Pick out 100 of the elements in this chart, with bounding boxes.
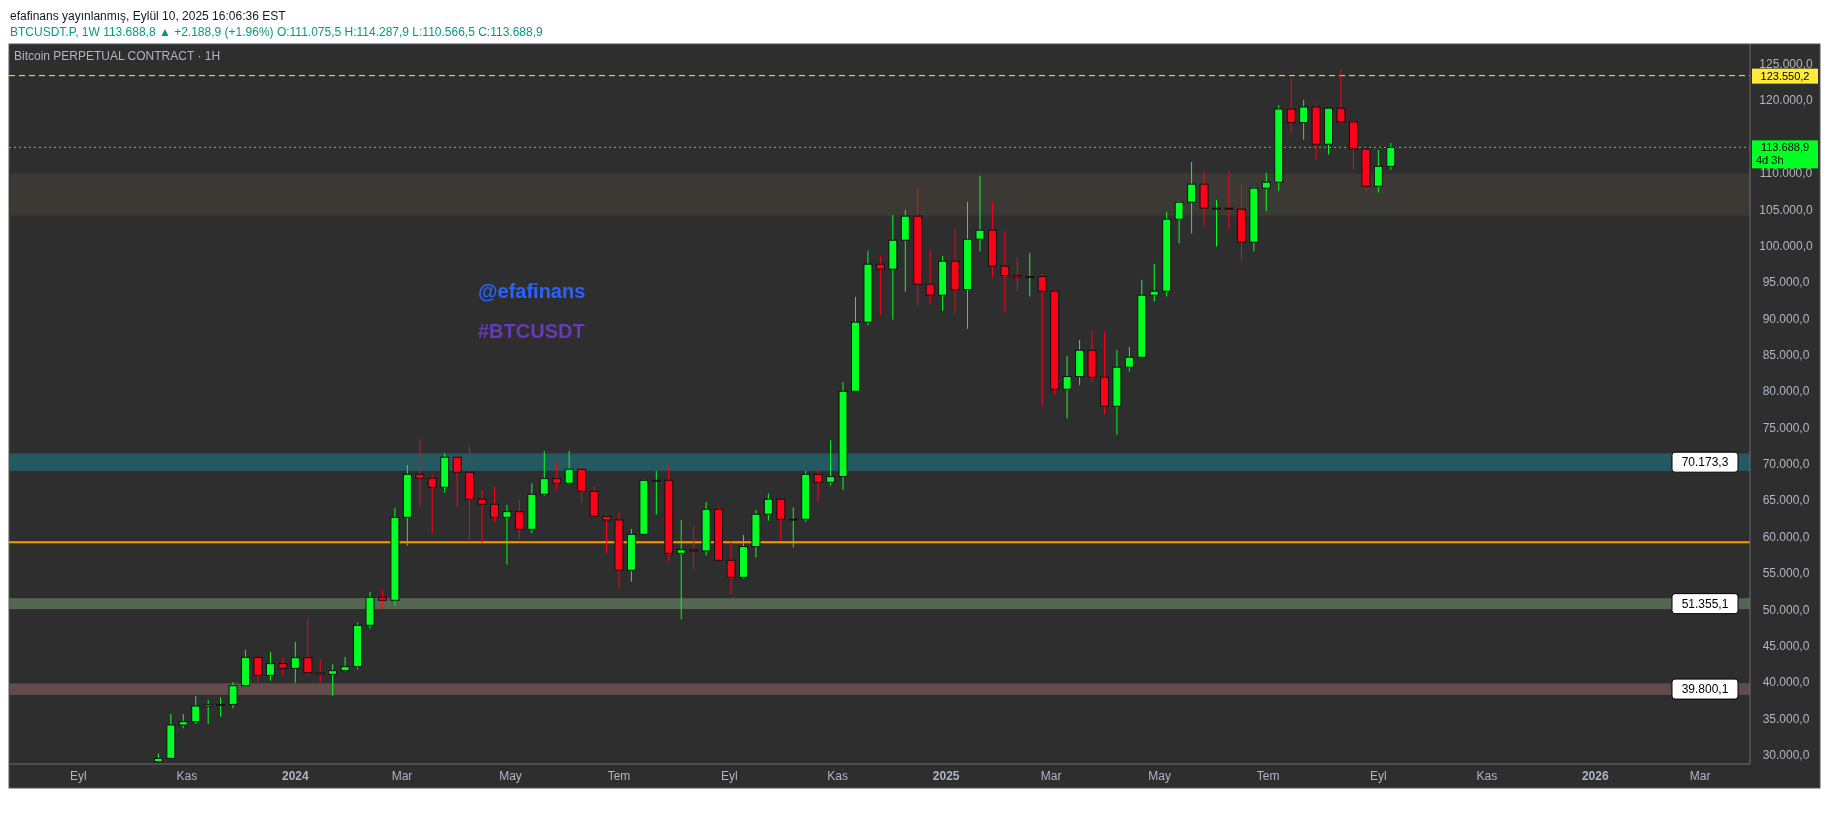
text: efafinans yayınlanmış, Eylül 10, 2025 16:06:36 EST (10, 9, 287, 23)
candlestick (1224, 170, 1234, 231)
y-tick-label: 125.000,0 (1759, 57, 1814, 72)
candlestick (315, 658, 325, 684)
chart-title: Bitcoin PERPETUAL CONTRACT · 1H (14, 49, 221, 63)
candlestick (203, 699, 213, 725)
candlestick (265, 651, 275, 682)
candlestick (813, 469, 823, 503)
candlestick (253, 656, 263, 684)
candlestick (1336, 68, 1346, 125)
annotation: @efafinans (478, 280, 586, 302)
candlestick (502, 504, 512, 566)
candlestick (726, 541, 736, 595)
candlestick (1212, 199, 1221, 248)
candlestick (340, 656, 350, 673)
candlestick (1124, 346, 1134, 373)
candlestick (290, 641, 300, 684)
y-tick-label: 90.000,0 (1762, 311, 1810, 326)
candlestick (452, 456, 462, 508)
x-tick-label: May (1148, 769, 1171, 783)
candlestick (303, 618, 313, 676)
candlestick (1174, 200, 1184, 244)
candlestick (1149, 263, 1159, 303)
candlestick (191, 695, 201, 725)
x-tick-label: 2024 (281, 769, 309, 783)
candlestick (1187, 161, 1197, 235)
x-tick-label: Eyl (720, 769, 738, 783)
x-tick-label: Tem (1256, 769, 1280, 783)
candlestick (415, 438, 425, 507)
candlestick (552, 460, 562, 492)
y-tick-label: 85.000,0 (1762, 348, 1810, 362)
candlestick (1261, 172, 1271, 212)
x-tick-label: May (499, 769, 522, 783)
candlestick (377, 589, 387, 610)
candlestick (1037, 273, 1047, 408)
candlestick (427, 473, 437, 535)
candlestick (477, 489, 487, 544)
x-tick-label: Eyl (70, 769, 87, 783)
candlestick (228, 681, 238, 709)
y-tick-label: 50.000,0 (1762, 602, 1810, 617)
candlestick (564, 450, 574, 484)
y-tick-label: 30.000,0 (1762, 748, 1810, 762)
chart-subtitle: BTCUSDT.P, 1W 113.688,8 ▲ +2.188,9 (+1.96%) O:111.075,5 H:114.287,9 L:110.566,5 C:113.688,9 (10, 25, 543, 39)
candlestick (1000, 230, 1010, 314)
candlestick (602, 514, 612, 554)
y-tick-label: 65.000,0 (1762, 493, 1810, 508)
y-tick-label: 75.000,0 (1762, 420, 1810, 435)
candlestick (539, 450, 549, 497)
y-tick-label: 70.000,0 (1762, 457, 1810, 472)
candlestick (1012, 257, 1022, 293)
y-tick-label: 110.000,0 (1759, 166, 1813, 181)
x-tick-label: Kas (1476, 769, 1498, 783)
candlestick (763, 492, 773, 522)
band-label: 70.173,3 (1681, 455, 1729, 470)
candlestick (514, 499, 524, 540)
candlestick (925, 248, 935, 305)
candlestick (776, 498, 786, 542)
candlestick (689, 525, 699, 570)
y-tick-label: 60.000,0 (1762, 529, 1810, 544)
ref-line-label: 123.550,2 (1760, 69, 1810, 82)
x-tick-label: 2025 (932, 769, 960, 783)
x-tick-label: Kas (176, 769, 198, 783)
candlestick (1062, 355, 1072, 420)
candlestick (826, 439, 836, 487)
candlestick (1299, 99, 1309, 141)
ref-line-label: 113.688,9 (1760, 141, 1810, 154)
annotation: #BTCUSDT (478, 320, 585, 342)
y-tick-label: 45.000,0 (1762, 638, 1810, 653)
candlestick (1373, 149, 1383, 194)
x-tick-label: Mar (391, 769, 413, 783)
band-label: 51.355,1 (1681, 596, 1729, 611)
y-tick-label: 120.000,0 (1759, 93, 1814, 108)
candlestick (788, 506, 798, 548)
x-tick-label: Eyl (1369, 769, 1387, 783)
x-tick-label: Tem (607, 769, 631, 783)
x-tick-label: Mar (1040, 769, 1062, 783)
candlestick (1286, 77, 1296, 134)
candlestick (975, 175, 985, 252)
band-label: 39.800,1 (1681, 682, 1729, 697)
x-tick-label: Kas (827, 769, 849, 783)
text: 4d 3h (1756, 154, 1784, 167)
candlestick (676, 519, 686, 620)
y-tick-label: 35.000,0 (1762, 711, 1810, 726)
candlestick (1199, 170, 1209, 228)
candlestick (875, 255, 885, 316)
x-tick-label: 2026 (1581, 769, 1609, 783)
y-tick-label: 95.000,0 (1762, 275, 1810, 290)
y-tick-label: 100.000,0 (1759, 238, 1814, 253)
y-tick-label: 55.000,0 (1762, 566, 1810, 581)
candlestick (1025, 252, 1035, 298)
candlestick (216, 696, 226, 718)
y-tick-label: 40.000,0 (1762, 675, 1810, 690)
y-tick-label: 80.000,0 (1762, 384, 1810, 399)
candlestick (278, 656, 288, 677)
candlestick (577, 464, 587, 504)
candlestick (651, 470, 661, 516)
x-tick-label: Mar (1689, 769, 1711, 783)
y-tick-label: 105.000,0 (1759, 202, 1814, 217)
candlestick (489, 486, 499, 524)
candlestick (328, 663, 338, 697)
